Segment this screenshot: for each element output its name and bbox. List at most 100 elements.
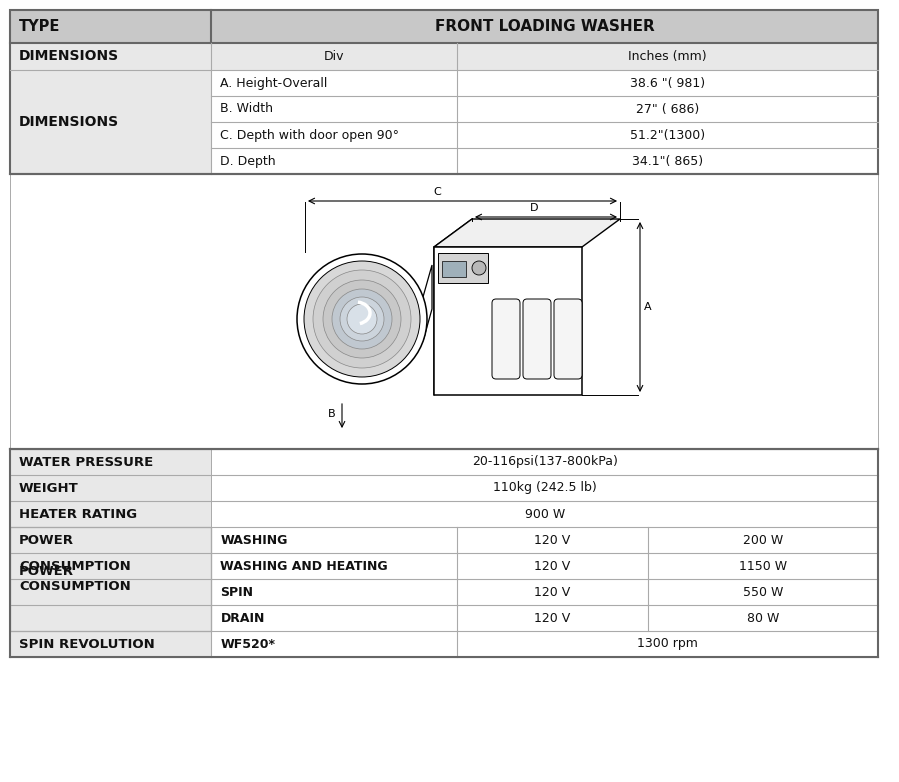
Bar [457,43,878,70]
Text: Div: Div [324,50,344,63]
Text: POWER: POWER [19,533,74,547]
Text: 110kg (242.5 lb): 110kg (242.5 lb) [493,482,597,494]
Bar [457,579,648,605]
Bar [211,553,457,579]
Text: 1300 rpm: 1300 rpm [637,637,698,651]
Text: WF520*: WF520* [220,637,275,651]
FancyBboxPatch shape [523,299,551,379]
Text: SPIN REVOLUTION: SPIN REVOLUTION [19,637,155,651]
Bar [211,43,457,70]
FancyBboxPatch shape [492,299,520,379]
Text: CONSUMPTION: CONSUMPTION [19,559,130,572]
Text: B: B [328,409,336,419]
Bar [10,527,211,553]
Bar [434,247,582,395]
Text: DRAIN: DRAIN [220,612,264,625]
Circle shape [323,280,401,358]
Bar [211,10,878,43]
Text: Inches (mm): Inches (mm) [628,50,707,63]
Text: C. Depth with door open 90°: C. Depth with door open 90° [220,128,399,142]
Bar [211,527,457,553]
Text: 120 V: 120 V [534,586,571,598]
Text: 27" ( 686): 27" ( 686) [636,102,699,116]
Bar [648,527,878,553]
Text: FRONT LOADING WASHER: FRONT LOADING WASHER [435,19,654,34]
Bar [10,475,211,501]
Bar [10,605,211,631]
Circle shape [332,289,392,349]
Text: 34.1"( 865): 34.1"( 865) [632,155,703,167]
Bar [10,10,211,43]
Bar [211,122,457,148]
Bar [10,631,211,657]
Text: 20-116psi(137-800kPa): 20-116psi(137-800kPa) [472,455,618,468]
Polygon shape [434,219,620,247]
Bar [10,527,211,631]
Bar [10,501,211,527]
Text: A. Height-Overall: A. Height-Overall [220,77,328,89]
Bar [211,501,878,527]
Bar [10,174,878,449]
Text: POWER: POWER [19,565,74,578]
Text: CONSUMPTION: CONSUMPTION [19,579,130,593]
Bar [211,449,878,475]
Text: WASHING: WASHING [220,533,288,547]
Bar [457,122,878,148]
Circle shape [472,261,486,275]
Bar [648,605,878,631]
Bar [457,96,878,122]
Text: WEIGHT: WEIGHT [19,482,79,494]
Text: 38.6 "( 981): 38.6 "( 981) [630,77,705,89]
Bar [457,70,878,96]
Bar [457,605,648,631]
Bar [211,96,457,122]
Text: 51.2"(1300): 51.2"(1300) [630,128,705,142]
Text: 1150 W: 1150 W [739,559,787,572]
Bar [457,148,878,174]
Bar [438,253,488,283]
Bar [457,631,878,657]
Bar [648,579,878,605]
Text: D. Depth: D. Depth [220,155,276,167]
Text: 120 V: 120 V [534,559,571,572]
Bar [211,70,457,96]
Text: DIMENSIONS: DIMENSIONS [19,49,120,63]
Bar [457,527,648,553]
Bar [211,148,457,174]
Bar [211,475,878,501]
Bar [211,631,457,657]
Text: 80 W: 80 W [747,612,779,625]
Circle shape [313,270,411,368]
Text: HEATER RATING: HEATER RATING [19,508,138,521]
Bar [10,43,211,70]
Circle shape [347,304,377,334]
Text: SPIN: SPIN [220,586,254,598]
Bar [10,70,211,174]
Text: B. Width: B. Width [220,102,273,116]
Bar [10,579,211,605]
Bar [10,449,211,475]
Text: 120 V: 120 V [534,533,571,547]
Polygon shape [434,219,472,395]
Bar [457,553,648,579]
Circle shape [297,254,427,384]
Text: 550 W: 550 W [743,586,783,598]
Text: C: C [433,187,441,197]
Polygon shape [423,265,432,341]
Text: TYPE: TYPE [19,19,60,34]
Text: WATER PRESSURE: WATER PRESSURE [19,455,153,468]
Bar [648,553,878,579]
Text: A: A [644,302,652,312]
Text: 200 W: 200 W [743,533,783,547]
Bar [442,261,466,277]
Text: WASHING AND HEATING: WASHING AND HEATING [220,559,388,572]
Circle shape [304,261,420,377]
Text: 120 V: 120 V [534,612,571,625]
Bar [211,579,457,605]
Bar [10,553,211,579]
FancyBboxPatch shape [554,299,582,379]
Text: 900 W: 900 W [524,508,565,521]
Bar [211,605,457,631]
Text: DIMENSIONS: DIMENSIONS [19,115,120,129]
Circle shape [340,297,384,341]
